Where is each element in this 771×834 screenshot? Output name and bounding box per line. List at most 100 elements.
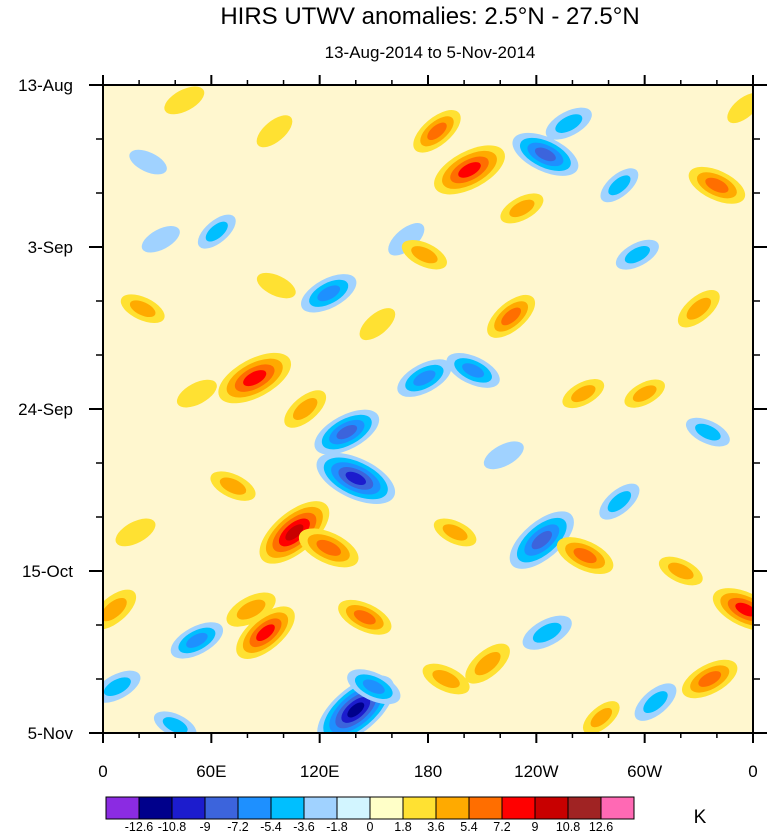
anomaly-feature <box>259 501 330 564</box>
contour-shell <box>359 308 396 341</box>
contour-shell <box>243 370 267 387</box>
chart-title: HIRS UTWV anomalies: 2.5°N - 27.5°N <box>220 3 639 30</box>
contour-shell <box>316 539 341 556</box>
contour-shell <box>695 423 721 441</box>
colorbar-swatch <box>336 796 371 820</box>
anomaly-feature <box>658 556 703 586</box>
colorbar: -12.6 -10.8 -9 -7.2 -5.4 -3.6 -1.8 0 1.8 3.6 5.4 7.… <box>105 796 635 834</box>
contour-shell <box>698 671 722 687</box>
contour-shell <box>686 297 712 320</box>
anomaly-field <box>103 86 753 733</box>
y-tick-label: 5-Nov <box>28 724 74 743</box>
colorbar-swatch <box>435 796 470 820</box>
contour-shell <box>176 379 217 408</box>
colorbar-swatch <box>567 796 602 820</box>
contour-shell <box>388 223 425 256</box>
colorbar-swatch <box>270 796 305 820</box>
anomaly-feature <box>115 518 156 547</box>
contour-shell <box>509 199 535 218</box>
contour-shell <box>531 530 553 550</box>
colorbar-label: -9 <box>199 820 210 834</box>
anomaly-feature <box>359 308 396 341</box>
anomaly-feature <box>712 588 753 632</box>
contour-shell <box>534 147 556 162</box>
contour-shell <box>285 524 304 541</box>
anomaly-feature <box>170 622 224 659</box>
colorbar-label: -10.8 <box>158 820 187 834</box>
contour-shell <box>162 717 188 733</box>
anomaly-feature <box>509 511 574 569</box>
colorbar-label: -7.2 <box>227 820 249 834</box>
anomaly-feature <box>218 352 292 404</box>
anomaly-feature <box>624 379 665 408</box>
contour-shell <box>462 363 485 378</box>
contour-shell <box>590 707 613 728</box>
contour-shell <box>236 599 266 620</box>
contour-shell <box>141 226 180 253</box>
anomaly-feature <box>314 409 380 455</box>
colorbar-label: 1.8 <box>394 820 411 834</box>
chart-subtitle: 13-Aug-2014 to 5-Nov-2014 <box>325 43 536 62</box>
colorbar-swatch <box>402 796 437 820</box>
contour-shell <box>205 221 228 242</box>
plot-area <box>102 84 754 734</box>
contour-shell <box>474 651 501 676</box>
anomaly-feature <box>300 274 357 313</box>
contour-shell <box>347 702 365 718</box>
anomaly-feature <box>347 669 401 705</box>
contour-shell <box>624 245 650 264</box>
anomaly-feature <box>465 643 510 684</box>
colorbar-swatch <box>138 796 173 820</box>
anomaly-feature <box>677 289 720 328</box>
contour-shell <box>632 385 657 402</box>
colorbar-swatch <box>468 796 503 820</box>
contour-shell <box>362 679 385 694</box>
contour-shell <box>186 632 208 648</box>
anomaly-feature <box>164 86 205 115</box>
contour-shell <box>103 677 131 697</box>
x-tick-label: 0 <box>98 762 107 781</box>
anomaly-feature <box>600 168 639 203</box>
anomaly-feature <box>681 659 738 699</box>
anomaly-feature <box>556 537 614 575</box>
contour-shell <box>735 602 753 617</box>
colorbar-label: -3.6 <box>293 820 315 834</box>
colorbar-swatch <box>237 796 272 820</box>
contour-shell <box>256 272 296 299</box>
y-tick-label: 3-Sep <box>28 238 73 257</box>
anomaly-feature <box>562 379 605 409</box>
anomaly-feature <box>487 294 536 338</box>
contour-shell <box>442 524 468 541</box>
anomaly-feature <box>103 589 137 630</box>
colorbar-swatch <box>600 796 635 820</box>
contour-shell <box>571 385 596 403</box>
contour-shell <box>432 670 460 688</box>
colorbar-label: 9 <box>532 820 539 834</box>
anomaly-feature <box>103 670 141 703</box>
contour-shell <box>413 370 436 386</box>
colorbar-swatch <box>303 796 338 820</box>
anomaly-feature <box>338 599 392 635</box>
colorbar-label: 3.6 <box>427 820 444 834</box>
y-tick-label: 13-Aug <box>18 76 73 95</box>
anomaly-feature <box>483 441 524 470</box>
anomaly-feature <box>316 452 396 504</box>
colorbar-label: 10.8 <box>556 820 580 834</box>
colorbar-label: 0 <box>367 820 374 834</box>
anomaly-feature <box>397 359 452 397</box>
colorbar-swatch <box>171 796 206 820</box>
anomaly-feature <box>446 352 500 388</box>
anomaly-feature <box>256 115 293 148</box>
anomaly-feature <box>599 483 640 520</box>
anomaly-feature <box>545 107 592 140</box>
anomaly-feature <box>500 193 544 224</box>
anomaly-feature <box>422 663 470 695</box>
anomaly-feature <box>434 145 505 195</box>
contour-shell <box>705 177 729 193</box>
colorbar-swatch <box>105 796 140 820</box>
colorbar-label: -12.6 <box>125 820 154 834</box>
contour-shell <box>501 307 521 326</box>
anomaly-feature <box>685 417 730 447</box>
contour-shell <box>292 398 318 420</box>
